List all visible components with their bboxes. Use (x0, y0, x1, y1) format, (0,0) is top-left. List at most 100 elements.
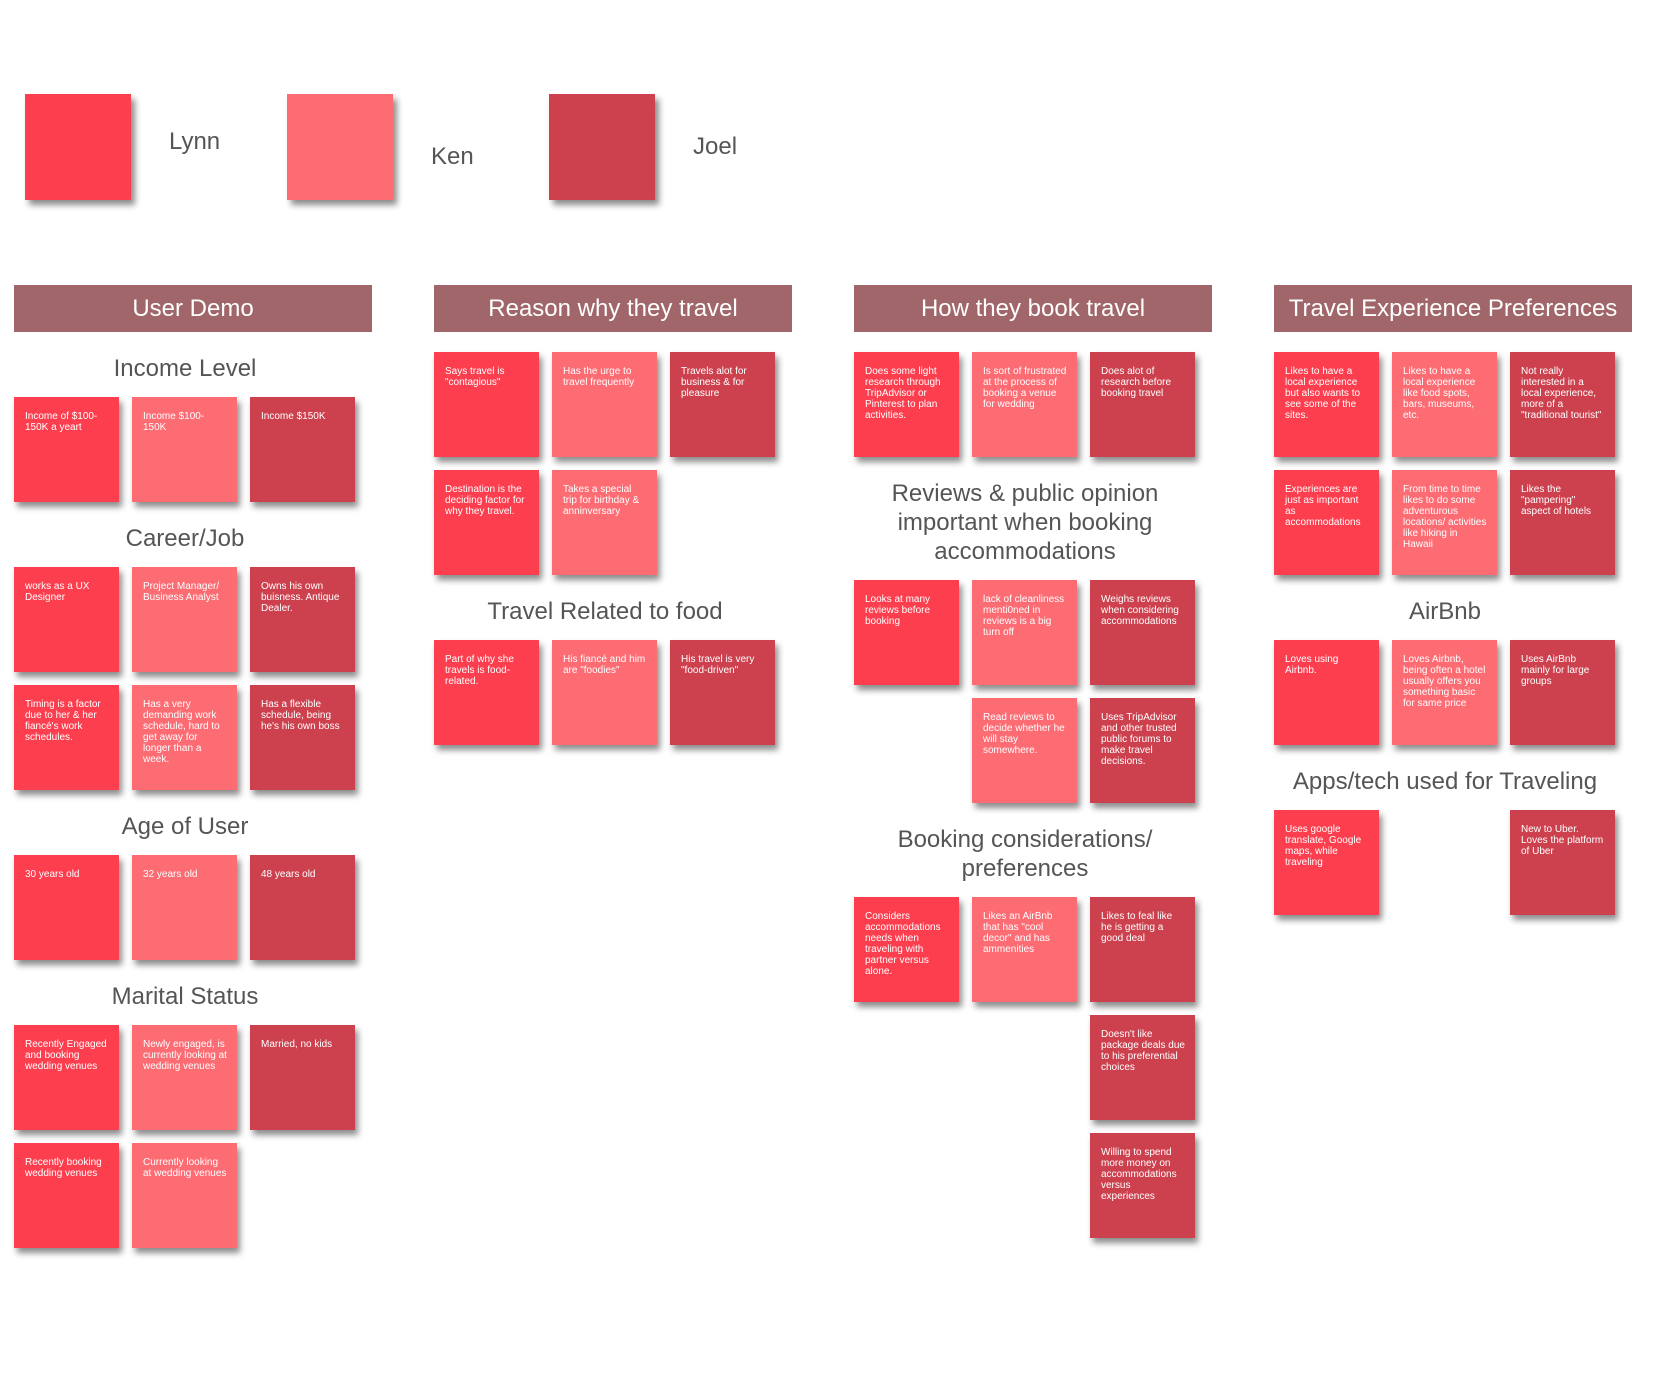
sticky-note: Income of $100-150K a yeart (14, 397, 119, 502)
note-group: Reviews & public opinion important when … (854, 479, 1212, 803)
sticky-note: Part of why she travels is food-related. (434, 640, 539, 745)
sticky-note: Recently Engaged and booking wedding ven… (14, 1025, 119, 1130)
sticky-note: Doesn't like package deals due to his pr… (1090, 1015, 1195, 1120)
sticky-note: Destination is the deciding factor for w… (434, 470, 539, 575)
legend-swatch (549, 94, 655, 200)
sticky-note: Is sort of frustrated at the process of … (972, 352, 1077, 457)
group-title: Age of User (121, 813, 249, 840)
empty-slot (1392, 810, 1497, 915)
legend-item: Lynn (25, 94, 220, 200)
sticky-note: lack of cleanliness menti0ned in reviews… (972, 580, 1077, 685)
column: Travel Experience Preferences Likes to ha… (1274, 285, 1632, 1261)
sticky-note: Income $150K (250, 397, 355, 502)
sticky-note: From time to time likes to do some adven… (1392, 470, 1497, 575)
sticky-note: His travel is very "food-driven" (670, 640, 775, 745)
group-title: Income Level (113, 355, 257, 382)
empty-slot (854, 1015, 959, 1120)
column-header: How they book travel (854, 285, 1212, 332)
sticky-note: Has the urge to travel frequently (552, 352, 657, 457)
sticky-note: Takes a special trip for birthday & anni… (552, 470, 657, 575)
note-row: Recently booking wedding venues Currently… (14, 1143, 372, 1248)
sticky-note: Read reviews to decide whether he will s… (972, 698, 1077, 803)
sticky-note: Owns his own buisness. Antique Dealer. (250, 567, 355, 672)
group-title: Marital Status (111, 983, 259, 1010)
sticky-note: works as a UX Designer (14, 567, 119, 672)
note-group: Income Level Income of $100-150K a yeart I… (14, 354, 372, 502)
sticky-note: Likes the "pampering" aspect of hotels (1510, 470, 1615, 575)
note-group: Says travel is "contagious" Has the urge … (434, 352, 792, 575)
legend-item: Ken (287, 94, 474, 200)
note-row: Considers accommodations needs when trav… (854, 897, 1212, 1002)
sticky-note: Looks at many reviews before booking (854, 580, 959, 685)
sticky-note: Considers accommodations needs when trav… (854, 897, 959, 1002)
group-title: Apps/tech used for Traveling (1292, 768, 1598, 795)
note-row: works as a UX Designer Project Manager/ B… (14, 567, 372, 672)
legend-name: Joel (693, 133, 738, 160)
sticky-note: Uses AirBnb mainly for large groups (1510, 640, 1615, 745)
note-group: Travel Related to food Part of why she tr… (434, 597, 792, 745)
column: User Demo Income Level Income of $100-150K… (14, 285, 372, 1261)
sticky-note: New to Uber. Loves the platform of Uber (1510, 810, 1615, 915)
sticky-note: Project Manager/ Business Analyst (132, 567, 237, 672)
sticky-note: Uses google translate, Google maps, whil… (1274, 810, 1379, 915)
sticky-note: Likes to feal like he is getting a good … (1090, 897, 1195, 1002)
sticky-note: Has a flexible schedule, being he's his … (250, 685, 355, 790)
note-row: Doesn't like package deals due to his pr… (854, 1015, 1212, 1120)
note-group: Age of User 30 years old 32 years old 48 ye… (14, 812, 372, 960)
column: Reason why they travel Says travel is "co… (434, 285, 792, 1261)
sticky-note: Does alot of research before booking tra… (1090, 352, 1195, 457)
legend-name: Lynn (169, 128, 221, 155)
sticky-note: Newly engaged, is currently looking at w… (132, 1025, 237, 1130)
column-header: Reason why they travel (434, 285, 792, 332)
sticky-note: Experiences are just as important as acc… (1274, 470, 1379, 575)
sticky-note: 30 years old (14, 855, 119, 960)
group-title: AirBnb (1408, 598, 1482, 625)
sticky-note: Loves using Airbnb. (1274, 640, 1379, 745)
note-row: Likes to have a local experience but als… (1274, 352, 1632, 457)
group-title: Reviews & public opinion important when … (891, 480, 1159, 565)
note-row: Does some light research through TripAdv… (854, 352, 1212, 457)
note-group: Does some light research through TripAdv… (854, 352, 1212, 457)
affinity-board: User Demo Income Level Income of $100-150K… (14, 285, 1632, 1261)
empty-slot (972, 1015, 1077, 1120)
sticky-note: Timing is a factor due to her & her fian… (14, 685, 119, 790)
note-row: Destination is the deciding factor for w… (434, 470, 792, 575)
sticky-note: Uses TripAdvisor and other trusted publi… (1090, 698, 1195, 803)
note-row: Timing is a factor due to her & her fian… (14, 685, 372, 790)
sticky-note: Travels alot for business & for pleasure (670, 352, 775, 457)
sticky-note: Income $100-150K (132, 397, 237, 502)
note-group: AirBnb Loves using Airbnb. Loves Airbnb, b… (1274, 597, 1632, 745)
sticky-note: Likes to have a local experience like fo… (1392, 352, 1497, 457)
sticky-note: Does some light research through TripAdv… (854, 352, 959, 457)
note-row: Recently Engaged and booking wedding ven… (14, 1025, 372, 1130)
sticky-note: 32 years old (132, 855, 237, 960)
note-group: Apps/tech used for Traveling Uses google … (1274, 767, 1632, 915)
empty-slot (972, 1133, 1077, 1238)
note-row: Willing to spend more money on accommoda… (854, 1133, 1212, 1238)
sticky-note: Currently looking at wedding venues (132, 1143, 237, 1248)
note-row: Looks at many reviews before booking lack… (854, 580, 1212, 685)
note-row: Uses google translate, Google maps, whil… (1274, 810, 1632, 915)
empty-slot (854, 1133, 959, 1238)
group-title: Career/Job (125, 525, 245, 552)
sticky-note: Weighs reviews when considering accommod… (1090, 580, 1195, 685)
note-row: Loves using Airbnb. Loves Airbnb, being o… (1274, 640, 1632, 745)
legend-swatch (287, 94, 393, 200)
note-row: Experiences are just as important as acc… (1274, 470, 1632, 575)
empty-slot (854, 698, 959, 803)
legend-name: Ken (431, 143, 474, 170)
sticky-note: Willing to spend more money on accommoda… (1090, 1133, 1195, 1238)
column-header: User Demo (14, 285, 372, 332)
note-row: 30 years old 32 years old 48 years old (14, 855, 372, 960)
sticky-note: His fiancé and him are "foodies" (552, 640, 657, 745)
sticky-note: Married, no kids (250, 1025, 355, 1130)
sticky-note: Recently booking wedding venues (14, 1143, 119, 1248)
group-title: Travel Related to food (487, 598, 723, 625)
note-group: Likes to have a local experience but als… (1274, 352, 1632, 575)
note-row: Part of why she travels is food-related.… (434, 640, 792, 745)
legend-swatch (25, 94, 131, 200)
sticky-note: Has a very demanding work schedule, hard… (132, 685, 237, 790)
note-row: Read reviews to decide whether he will s… (854, 698, 1212, 803)
sticky-note: Loves Airbnb, being often a hotel usuall… (1392, 640, 1497, 745)
